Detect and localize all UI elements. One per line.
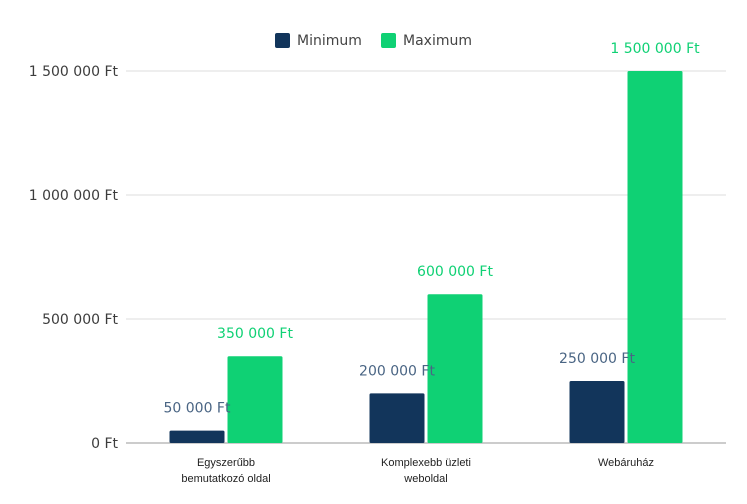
legend-swatch-minimum xyxy=(275,33,290,48)
data-label-maximum-2: 1 500 000 Ft xyxy=(610,41,700,57)
data-labels: 50 000 Ft 350 000 Ft 200 000 Ft 600 000 Ft 2… xyxy=(164,41,701,417)
legend-swatch-maximum xyxy=(381,33,396,48)
y-tick-label: 500 000 Ft xyxy=(42,312,118,328)
category-labels: Egyszerűbb bemutatkozó oldal Komplexebb üz… xyxy=(181,457,654,485)
bar-minimum-1 xyxy=(369,393,425,443)
legend-label-maximum: Maximum xyxy=(403,33,472,49)
data-label-minimum-0: 50 000 Ft xyxy=(164,401,231,417)
axes: 0 Ft 500 000 Ft 1 000 000 Ft 1 500 000 Ft xyxy=(29,64,726,452)
y-tick-label: 1 500 000 Ft xyxy=(29,64,119,80)
bar-minimum-2 xyxy=(569,381,625,443)
legend-label-minimum: Minimum xyxy=(297,33,362,49)
y-tick-label: 0 Ft xyxy=(91,436,118,452)
y-tick-label: 1 000 000 Ft xyxy=(29,188,119,204)
x-category-label: Webáruház xyxy=(598,457,654,469)
data-label-maximum-1: 600 000 Ft xyxy=(417,264,493,280)
bar-minimum-0 xyxy=(169,430,225,443)
bar-maximum-2 xyxy=(627,71,683,443)
data-label-minimum-2: 250 000 Ft xyxy=(559,351,635,367)
x-category-label: bemutatkozó oldal xyxy=(181,473,270,485)
bar-maximum-1 xyxy=(427,294,483,443)
data-label-maximum-0: 350 000 Ft xyxy=(217,326,293,342)
grid-lines xyxy=(126,70,726,320)
data-label-minimum-1: 200 000 Ft xyxy=(359,363,435,379)
x-category-label: Komplexebb üzleti xyxy=(381,457,471,469)
x-category-label: Egyszerűbb xyxy=(197,457,255,469)
x-category-label: weboldal xyxy=(403,473,447,485)
legend: Minimum Maximum xyxy=(275,33,472,49)
bars xyxy=(169,71,683,443)
bar-maximum-0 xyxy=(227,356,283,443)
